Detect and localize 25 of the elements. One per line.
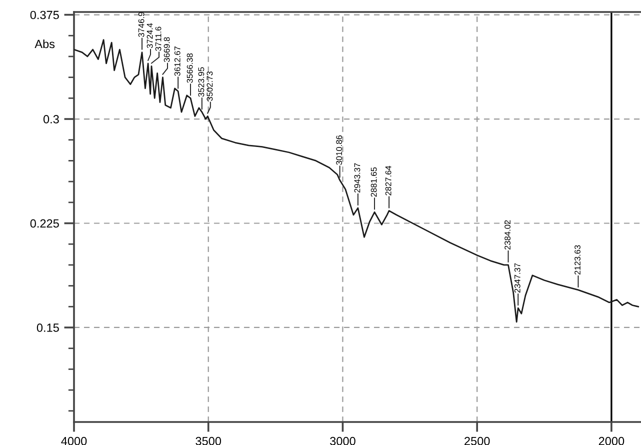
y-axis-title: Abs (34, 40, 55, 48)
x-tick-label: 2500 (464, 436, 490, 445)
annotation: 2881.65 (370, 167, 377, 197)
x-tick-label: 2000 (598, 436, 624, 445)
y-tick-label: 0.3 (43, 115, 59, 124)
annotation: 3502.73 (206, 71, 213, 101)
x-tick-label: 3000 (330, 436, 356, 445)
x-tick-label: 3500 (196, 436, 222, 445)
annotation: 3612.67 (174, 46, 180, 76)
x-tick-label: 4000 (61, 436, 87, 445)
annotation: 3566.38 (186, 53, 193, 83)
annotation: 2347.37 (514, 263, 520, 293)
annotation: 3010.86 (336, 135, 342, 165)
annotation: 2123.63 (574, 245, 580, 275)
y-tick-label: 0.225 (30, 219, 59, 228)
y-tick-label: 0.15 (36, 324, 59, 332)
y-tick-label: 0.375 (30, 10, 59, 20)
annotation: 2384.02 (504, 220, 510, 250)
annotation: 3746.9 (138, 12, 144, 37)
annotation: 3724.4 (146, 23, 153, 48)
annotation: 3669.8 (164, 37, 170, 62)
annotation: 3523.95 (198, 67, 204, 97)
annotation: 3711.6 (155, 26, 162, 51)
annotation: 2943.37 (354, 163, 360, 193)
annotation: 2827.64 (385, 166, 392, 196)
